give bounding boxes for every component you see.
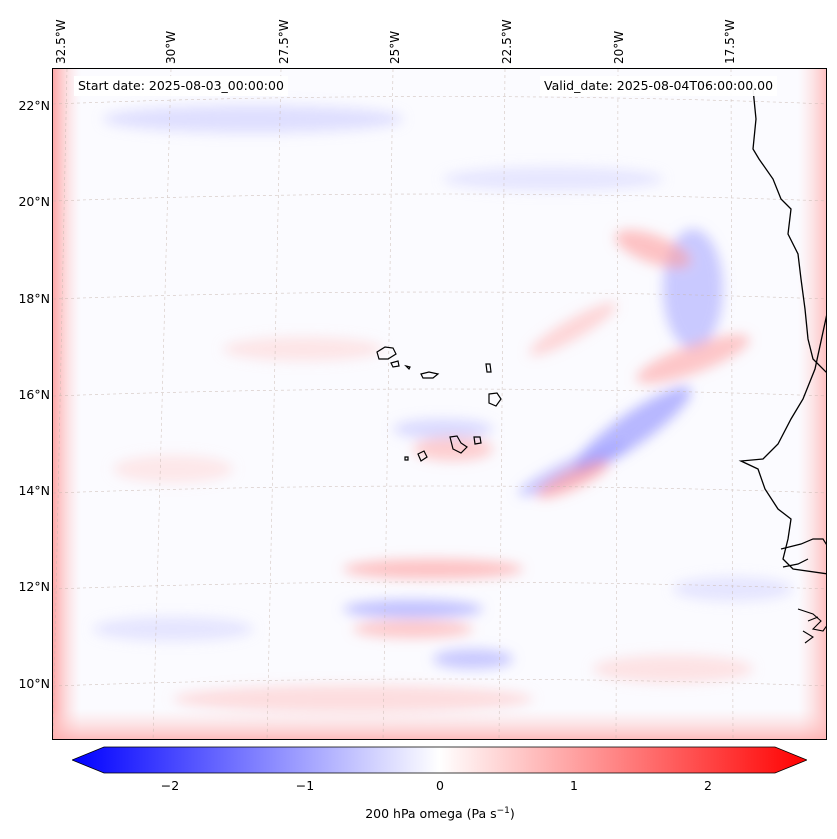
left-boundary-band <box>53 69 81 739</box>
colorbar-tick-neg2: −2 <box>160 778 180 793</box>
colorbar-tick-neg1: −1 <box>295 778 315 793</box>
map-panel <box>52 68 827 740</box>
lat-label-20n: 20°N <box>18 194 50 209</box>
bottom-boundary-band <box>53 709 826 739</box>
lon-label-30w: 30°W <box>164 30 178 64</box>
coastline-senegal <box>738 315 826 575</box>
start-date-label: Start date: 2025-08-03_00:00:00 <box>74 76 288 96</box>
omega-field-map <box>53 69 826 739</box>
lon-label-32-5w: 32.5°W <box>54 19 68 64</box>
lon-label-27-5w: 27.5°W <box>277 19 291 64</box>
colorbar-label: 200 hPa omega (Pa s−1) <box>365 806 515 822</box>
cape-verde-islands <box>376 346 502 462</box>
lat-label-16n: 16°N <box>18 387 50 402</box>
graticule <box>53 69 826 739</box>
guinea-bissau-coast <box>797 608 826 644</box>
lat-label-14n: 14°N <box>18 483 50 498</box>
valid-date-label: Valid_date: 2025-08-04T06:00:00.00 <box>540 76 778 96</box>
coastline <box>752 88 826 373</box>
colorbar-tick-2: 2 <box>704 778 712 793</box>
colorbar-tick-0: 0 <box>436 778 444 793</box>
colorbar <box>72 746 807 774</box>
lat-label-10n: 10°N <box>18 676 50 691</box>
lat-label-12n: 12°N <box>18 579 50 594</box>
lat-label-18n: 18°N <box>18 291 50 306</box>
right-boundary-band <box>798 69 826 739</box>
lon-label-22-5w: 22.5°W <box>500 19 514 64</box>
omega-blobs <box>93 105 793 713</box>
lat-label-22n: 22°N <box>18 98 50 113</box>
colorbar-bar <box>72 746 807 774</box>
colorbar-tick-1: 1 <box>570 778 578 793</box>
lon-label-20w: 20°W <box>612 30 626 64</box>
lon-label-25w: 25°W <box>388 30 402 64</box>
gambia-coast <box>780 538 826 568</box>
lon-label-17-5w: 17.5°W <box>723 19 737 64</box>
